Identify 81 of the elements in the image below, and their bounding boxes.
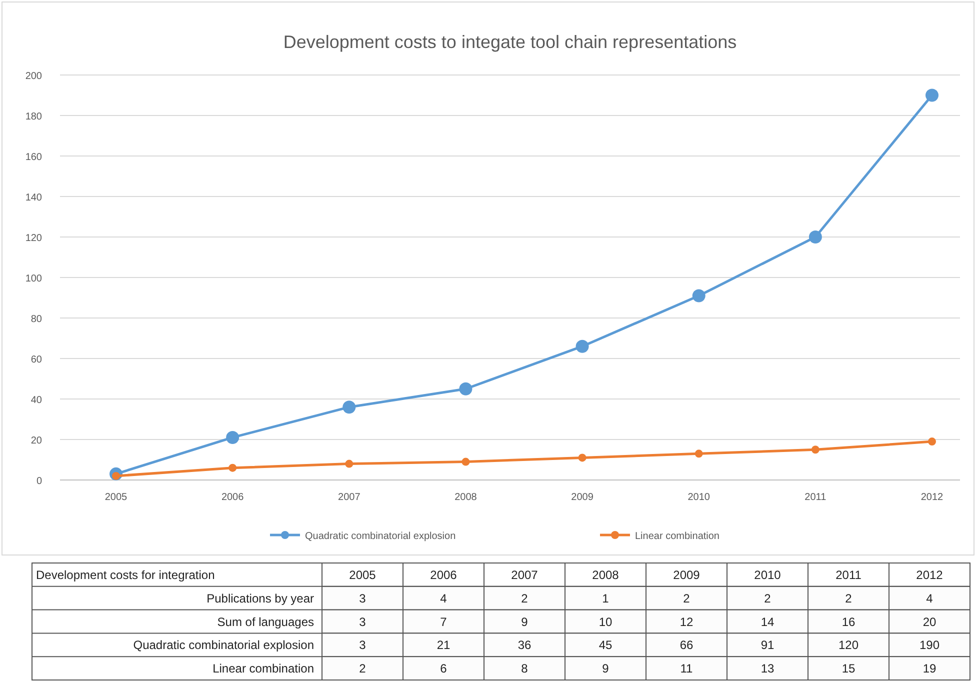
point xyxy=(228,464,237,472)
x-tick-label: 2010 xyxy=(688,492,710,503)
data-label: 3 xyxy=(359,591,366,606)
y-tick-label: 20 xyxy=(30,436,42,446)
point xyxy=(342,400,356,414)
data-label: 14 xyxy=(760,614,774,629)
y-tick-label: 140 xyxy=(25,192,42,204)
y-tick-label: Linear combination xyxy=(212,662,314,676)
point xyxy=(578,454,586,462)
data-label: 12 xyxy=(680,614,694,629)
data-label: 9 xyxy=(521,614,528,629)
data-label: 190 xyxy=(919,638,940,652)
data-label: 2 xyxy=(683,591,690,606)
y-tick-label: Quadratic combinatorial explosion xyxy=(133,638,314,652)
x-tick-label: 2009 xyxy=(571,492,594,503)
y-tick-label: Sum of languages xyxy=(217,614,314,629)
data-label: 11 xyxy=(680,662,694,676)
data-label: 16 xyxy=(842,614,856,629)
y-tick-label: Publications by year xyxy=(206,591,314,606)
x-tick-label: 2011 xyxy=(804,492,827,503)
point xyxy=(462,458,470,466)
x-tick-label: 2005 xyxy=(104,492,128,503)
y-tick-label: 0 xyxy=(36,476,42,487)
legend-label: Linear combination xyxy=(635,531,720,542)
point xyxy=(459,382,472,396)
data-label: 4 xyxy=(926,591,934,606)
data-label: 19 xyxy=(922,662,936,676)
data-label: 4 xyxy=(440,591,448,606)
data-label: 10 xyxy=(598,614,612,629)
data-label: 3 xyxy=(359,614,366,629)
x-tick-label: 2007 xyxy=(511,568,538,582)
point xyxy=(345,460,354,468)
data-label: 13 xyxy=(760,662,774,676)
y-tick-label: 60 xyxy=(30,354,42,366)
x-tick-label: 2010 xyxy=(754,568,782,582)
point xyxy=(226,430,240,444)
data-label: 8 xyxy=(521,662,528,676)
x-tick-label: 2006 xyxy=(430,568,458,582)
data-label: 45 xyxy=(598,638,612,652)
point xyxy=(694,450,703,458)
data-label: 6 xyxy=(440,662,448,676)
data-label: 21 xyxy=(436,638,450,652)
y-tick-label: 180 xyxy=(25,112,42,122)
x-tick-label: 2008 xyxy=(454,492,478,503)
point xyxy=(811,446,820,454)
legend-label: Quadratic combinatorial explosion xyxy=(305,531,456,542)
point xyxy=(926,88,938,102)
data-label: 2 xyxy=(845,591,852,606)
data-label: 2 xyxy=(521,591,528,606)
x-tick-label: 2008 xyxy=(592,568,620,582)
data-label: 9 xyxy=(602,662,610,676)
text: Development costs for integration xyxy=(36,568,215,582)
y-tick-label: 120 xyxy=(25,233,42,244)
y-tick-label: 80 xyxy=(30,314,42,325)
data-label: 20 xyxy=(922,614,936,629)
point xyxy=(576,340,589,353)
x-tick-label: 2012 xyxy=(916,568,944,582)
x-tick-label: 2006 xyxy=(221,492,244,503)
point xyxy=(808,230,822,244)
y-tick-label: 160 xyxy=(25,152,42,163)
y-tick-label: 200 xyxy=(25,71,42,82)
data-label: 2 xyxy=(359,662,366,676)
y-tick-label: 100 xyxy=(25,274,42,284)
x-tick-label: 2009 xyxy=(673,568,700,582)
x-tick-label: 2005 xyxy=(349,568,376,582)
chart-title: Development costs to integate tool chain representations xyxy=(283,32,737,52)
x-tick-label: 2007 xyxy=(338,492,361,503)
point xyxy=(692,289,706,302)
x-tick-label: 2011 xyxy=(836,568,862,582)
data-label: 66 xyxy=(680,638,694,652)
data-label: 7 xyxy=(440,614,448,629)
data-label: 3 xyxy=(359,638,366,652)
data-label: 1 xyxy=(602,591,610,606)
data-label: 36 xyxy=(518,638,532,652)
x-tick-label: 2012 xyxy=(920,492,944,503)
point xyxy=(928,438,936,446)
data-label: 2 xyxy=(764,591,772,606)
data-label: 120 xyxy=(838,638,859,652)
y-tick-label: 40 xyxy=(30,395,42,406)
data-label: 91 xyxy=(760,638,774,652)
data-label: 15 xyxy=(842,662,856,676)
